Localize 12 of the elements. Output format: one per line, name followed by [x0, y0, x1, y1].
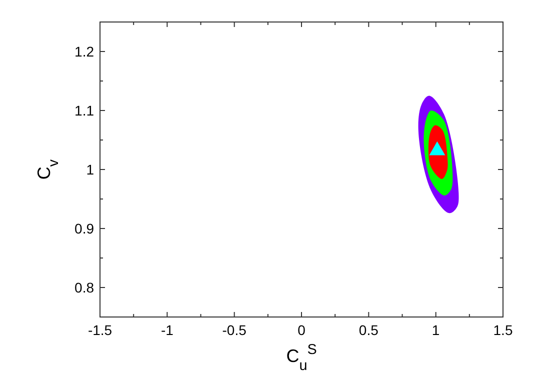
y-tick-label: 1.1 [74, 102, 94, 118]
x-tick-label: 1 [432, 322, 440, 338]
x-tick-label: 0 [298, 322, 306, 338]
x-tick-label: 1.5 [493, 322, 513, 338]
x-tick-label: 0.5 [358, 322, 379, 338]
x-tick-label: -1 [160, 322, 174, 338]
y-tick-label: 0.9 [74, 220, 94, 236]
x-tick-label: -0.5 [222, 322, 247, 338]
x-tick-label: -1.5 [88, 322, 112, 338]
y-tick-label: 1 [86, 162, 94, 178]
y-tick-label: 1.2 [74, 44, 94, 60]
y-tick-label: 0.8 [74, 280, 94, 296]
